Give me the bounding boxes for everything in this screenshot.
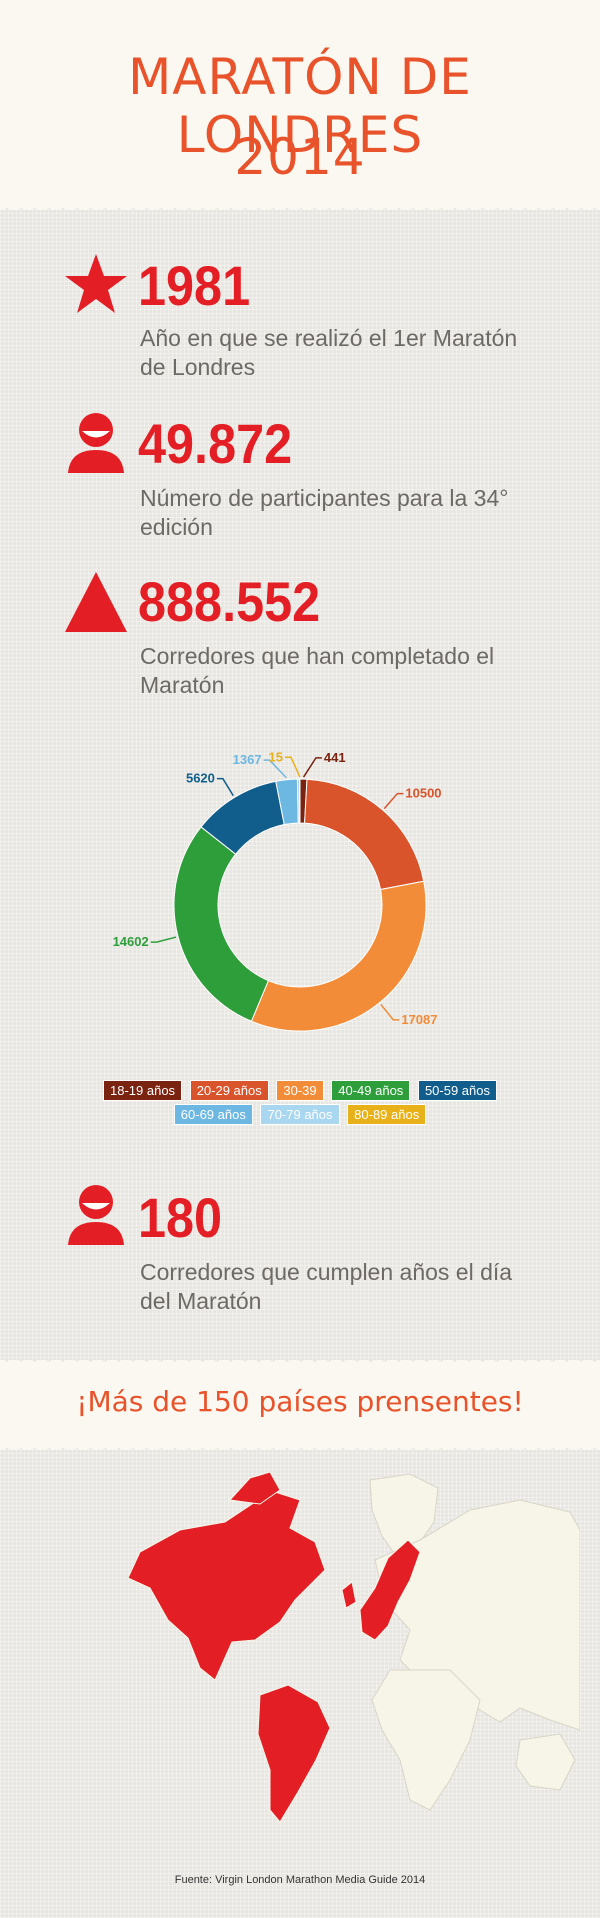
legend-item: 20-29 años bbox=[189, 1080, 269, 1101]
countries-banner bbox=[0, 1360, 600, 1450]
stat-participants-value: 49.872 bbox=[138, 412, 293, 475]
donut-leader-line bbox=[302, 757, 322, 778]
europe-shape bbox=[359, 1539, 421, 1641]
title-banner bbox=[0, 0, 600, 210]
canada-islands-shape bbox=[228, 1471, 281, 1505]
map-base-land bbox=[369, 1473, 580, 1811]
runner-head-icon bbox=[68, 1185, 124, 1245]
north-america-shape bbox=[127, 1491, 326, 1681]
map-highlight-land bbox=[127, 1471, 421, 1823]
donut-data-label: 441 bbox=[324, 750, 346, 765]
donut-data-label: 14602 bbox=[113, 934, 149, 949]
donut-data-label: 15 bbox=[269, 749, 283, 764]
donut-slice bbox=[173, 826, 270, 1022]
age-donut-chart: 441 10500 17087 14602 5620 1367 15 bbox=[113, 749, 442, 1032]
stat-finishers-value: 888.552 bbox=[138, 570, 321, 633]
donut-leader-line bbox=[380, 1003, 400, 1021]
donut-leader-line bbox=[263, 759, 287, 779]
donut-slice bbox=[250, 880, 427, 1032]
legend-item: 60-69 años bbox=[173, 1104, 253, 1125]
africa-shape bbox=[371, 1669, 481, 1811]
donut-leader-line bbox=[284, 756, 301, 778]
stat-participants-desc: Número de participantes para la 34° edic… bbox=[140, 485, 509, 540]
legend-item: 50-59 años bbox=[417, 1080, 497, 1101]
stat-birthdays-desc: Corredores que cumplen años el día del M… bbox=[140, 1259, 513, 1314]
legend-item: 80-89 años bbox=[347, 1104, 427, 1125]
stat-birthdays-value: 180 bbox=[138, 1186, 223, 1249]
legend-item: 30-39 bbox=[276, 1080, 324, 1101]
source-note: Fuente: Virgin London Marathon Media Gui… bbox=[174, 1874, 426, 1886]
zigzag-edge bbox=[0, 200, 600, 210]
zigzag-edge bbox=[0, 1440, 600, 1450]
donut-leader-line bbox=[150, 936, 177, 943]
chart-legend-row-2: 60-69 años 70-79 años 80-89 años bbox=[0, 1104, 600, 1125]
countries-heading: ¡Más de 150 países prensentes! bbox=[76, 1385, 524, 1418]
stat-year-value: 1981 bbox=[138, 254, 251, 317]
donut-data-label: 5620 bbox=[186, 771, 215, 786]
runner-head-icon bbox=[68, 413, 124, 473]
zigzag-edge bbox=[0, 1360, 600, 1370]
world-map bbox=[127, 1471, 580, 1823]
star-icon bbox=[65, 254, 127, 313]
australia-shape bbox=[515, 1733, 576, 1791]
legend-item: 70-79 años bbox=[260, 1104, 340, 1125]
triangle-icon bbox=[65, 572, 127, 632]
donut-leader-line bbox=[383, 792, 404, 810]
page-title: MARATÓN DE LONDRES bbox=[128, 48, 472, 164]
uk-shape bbox=[341, 1581, 357, 1609]
legend-item: 18-19 años bbox=[103, 1080, 183, 1101]
stat-finishers-desc: Corredores que han completado el Maratón bbox=[140, 643, 495, 698]
page-title-year: 2014 bbox=[234, 128, 366, 186]
chart-legend-row-1: 18-19 años 20-29 años 30-39 40-49 años 5… bbox=[0, 1080, 600, 1101]
donut-data-label: 10500 bbox=[405, 786, 441, 801]
donut-data-label: 17087 bbox=[401, 1012, 437, 1027]
donut-data-label: 1367 bbox=[233, 752, 262, 767]
legend-item: 40-49 años bbox=[331, 1080, 411, 1101]
south-america-shape bbox=[257, 1684, 331, 1823]
donut-leader-line bbox=[216, 777, 234, 797]
stat-year-desc: Año en que se realizó el 1er Maratón de … bbox=[140, 325, 518, 380]
